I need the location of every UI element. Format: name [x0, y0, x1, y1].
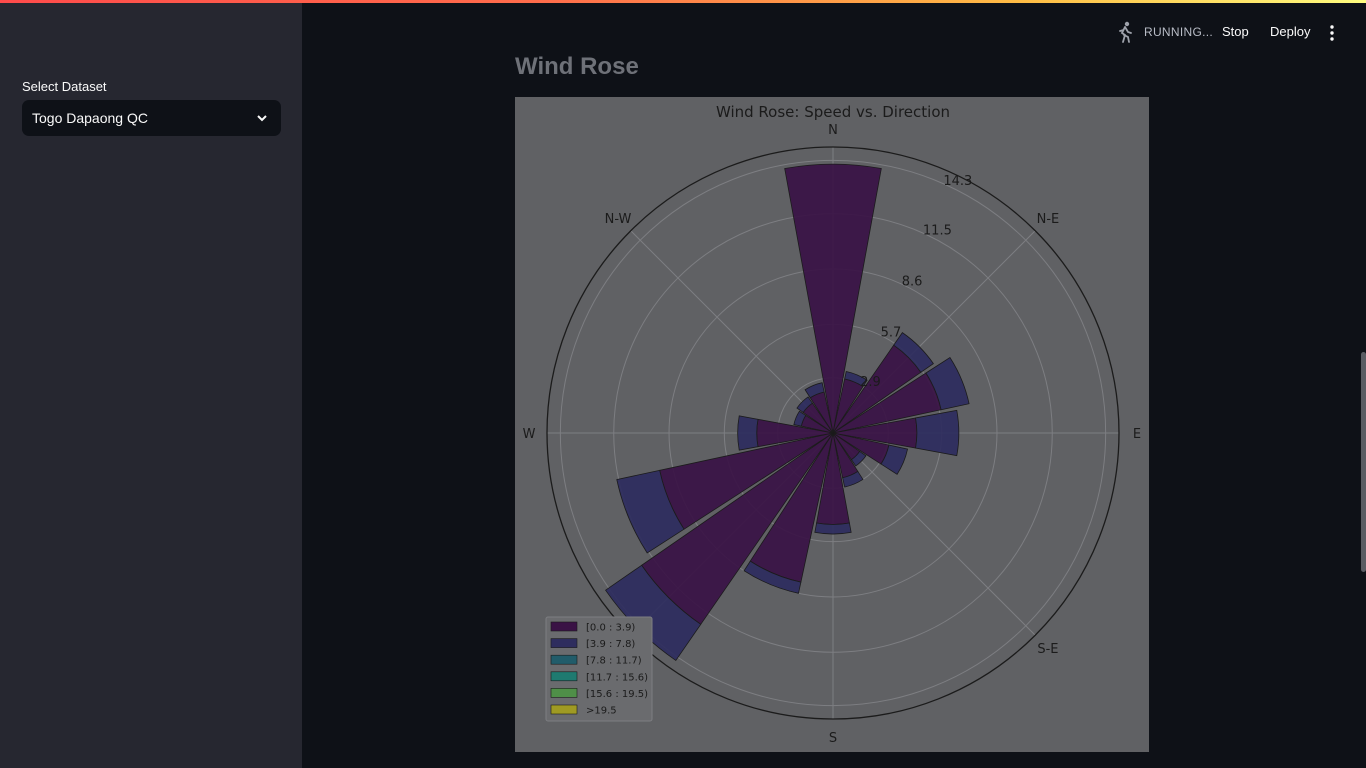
legend-swatch — [550, 688, 578, 698]
direction-label: W — [523, 427, 536, 442]
direction-label: N — [828, 123, 838, 138]
wind-bar — [925, 356, 970, 411]
wind-bar — [784, 163, 882, 434]
legend-swatch — [550, 654, 578, 665]
grid-spoke — [832, 432, 1036, 636]
legend-label: [0.0 : 3.9) — [586, 623, 635, 634]
wind-bar — [605, 564, 702, 661]
legend-swatch — [550, 621, 578, 632]
dataset-select[interactable]: Togo Dapaong QC — [22, 100, 281, 136]
direction-label: S-E — [1037, 642, 1058, 657]
radial-tick-label: 14.3 — [943, 174, 972, 189]
kebab-menu-icon[interactable] — [1324, 24, 1340, 42]
direction-label: N-E — [1037, 212, 1060, 227]
running-status-text: RUNNING... — [1144, 25, 1213, 39]
running-man-icon — [1119, 21, 1132, 43]
legend-swatch — [550, 638, 578, 648]
wind-bar — [793, 410, 807, 427]
deploy-button[interactable]: Deploy — [1270, 24, 1311, 39]
dataset-select-value: Togo Dapaong QC — [32, 110, 148, 126]
wind-bar — [616, 469, 685, 554]
radial-tick-label: 8.6 — [902, 275, 923, 290]
page-scrollbar[interactable] — [1361, 352, 1366, 572]
wind-bar — [743, 560, 802, 594]
radial-tick-label: 5.7 — [881, 326, 902, 341]
wind-bar — [737, 415, 759, 451]
wind-bar — [893, 332, 934, 373]
wind-rose-chart: Wind Rose: Speed vs. Direction 2.9 5.7 8.6 1… — [515, 97, 1149, 752]
legend-label: [3.9 : 7.8) — [586, 639, 635, 650]
wind-bar — [844, 371, 868, 388]
wind-bar — [915, 409, 960, 457]
legend-label: >19.5 — [586, 706, 617, 717]
radial-tick-label: 11.5 — [923, 223, 952, 238]
direction-label: E — [1133, 427, 1141, 442]
page-title: Wind Rose — [515, 53, 639, 80]
wind-bar — [804, 382, 825, 399]
grid-spoke — [630, 230, 834, 434]
legend-swatch — [550, 671, 578, 682]
wind-bar — [814, 522, 852, 535]
wind-rose-svg: Wind Rose: Speed vs. Direction 2.9 5.7 8.6 1… — [523, 103, 1142, 746]
direction-label: N-W — [605, 212, 632, 227]
chart-title: Wind Rose: Speed vs. Direction — [716, 103, 950, 121]
legend-swatch — [550, 704, 578, 715]
wind-bar — [880, 444, 909, 475]
direction-label: S — [829, 731, 837, 746]
dataset-select-label: Select Dataset — [22, 79, 107, 94]
stop-button[interactable]: Stop — [1222, 24, 1249, 39]
chevron-down-icon — [257, 115, 267, 122]
sidebar: Select Dataset Togo Dapaong QC — [0, 3, 302, 768]
legend-label: [7.8 : 11.7) — [586, 656, 642, 667]
wind-bar — [850, 450, 867, 467]
wind-bar — [842, 470, 864, 488]
polar-frame — [546, 146, 1120, 720]
top-progress-bar — [0, 0, 1366, 3]
radial-tick-label: 2.9 — [860, 375, 881, 390]
wind-bar — [796, 396, 813, 413]
legend-label: [15.6 : 19.5) — [586, 689, 648, 700]
legend-label: [11.7 : 15.6) — [586, 672, 648, 683]
